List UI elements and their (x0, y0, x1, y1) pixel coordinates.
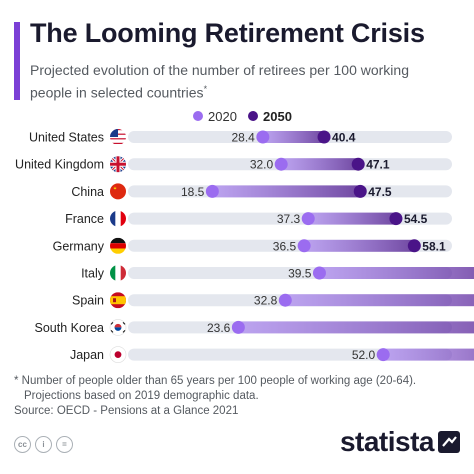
point-2020 (278, 293, 292, 307)
creative-commons-icon[interactable]: cc (14, 436, 31, 453)
title-accent-bar (14, 22, 20, 100)
germany-flag-icon (110, 237, 126, 254)
legend-marker-2020 (193, 111, 203, 121)
country-label: Germany (53, 239, 105, 253)
uk-flag-icon (110, 156, 126, 173)
value-label-2020: 18.5 (181, 185, 205, 199)
dumbbell-segment (319, 267, 474, 279)
south-korea-flag-icon (109, 319, 127, 336)
subtitle-text: Projected evolution of the number of ret… (30, 62, 409, 101)
subtitle-footnote-mark: * (203, 84, 208, 94)
france-flag-icon (110, 210, 126, 227)
us-flag-icon (110, 129, 126, 145)
dumbbell-segment (285, 294, 474, 307)
point-2050 (317, 130, 331, 144)
value-label-2050: 47.1 (366, 158, 390, 172)
country-label: Japan (70, 348, 104, 362)
point-2020 (231, 320, 245, 334)
point-2020 (312, 266, 326, 280)
dumbbell-segment (238, 321, 474, 334)
dumbbell-segment (262, 131, 325, 143)
point-2050 (389, 212, 403, 226)
point-2020 (205, 184, 219, 198)
country-label: Spain (72, 294, 104, 308)
footnote-definition: * Number of people older than 65 years p… (14, 375, 417, 387)
japan-flag-icon (109, 346, 127, 363)
statista-logo-icon (438, 431, 460, 453)
value-label-2020: 52.0 (352, 348, 376, 362)
value-label-2020: 32.0 (250, 158, 274, 172)
value-label-2020: 28.4 (231, 131, 255, 145)
country-label: France (65, 212, 104, 226)
value-label-2050: 47.5 (368, 185, 392, 199)
license-icons: cc i = (14, 436, 73, 453)
value-label-2020: 32.8 (254, 294, 278, 308)
legend-marker-2050 (248, 111, 258, 121)
legend-label-2020: 2020 (208, 109, 237, 124)
legend-label-2050: 2050 (263, 109, 292, 124)
source-note: Source: OECD - Pensions at a Glance 2021 (14, 405, 239, 417)
dumbbell-segment (308, 212, 396, 225)
chart-subtitle: Projected evolution of the number of ret… (30, 61, 450, 103)
attribution-icon[interactable]: i (35, 436, 52, 453)
value-label-2020: 23.6 (207, 321, 231, 335)
dumbbell-segment (212, 185, 361, 198)
point-2050 (407, 239, 421, 253)
dumbbell-segment (383, 348, 474, 361)
dumbbell-segment (281, 158, 359, 171)
point-2020 (297, 239, 311, 253)
country-label: China (71, 185, 104, 199)
point-2050 (353, 184, 367, 198)
value-label-2050: 54.5 (404, 212, 428, 226)
chart-title: The Looming Retirement Crisis (30, 18, 425, 48)
footnote-projection-note: Projections based on 2019 demographic da… (24, 390, 259, 402)
point-2020 (274, 157, 288, 171)
value-label-2050: 40.4 (332, 131, 356, 145)
country-label: United Kingdom (15, 158, 104, 172)
spain-flag-icon (110, 292, 126, 309)
point-2050 (351, 157, 365, 171)
statista-logo-text: statista (339, 426, 435, 457)
no-derivatives-icon[interactable]: = (56, 436, 73, 453)
dumbbell-segment (304, 239, 415, 252)
china-flag-icon (110, 183, 126, 200)
italy-flag-icon (110, 265, 126, 281)
country-label: Italy (81, 267, 105, 281)
country-label: South Korea (35, 321, 105, 335)
point-2020 (376, 348, 390, 362)
value-label-2050: 58.1 (422, 239, 446, 253)
country-label: United States (29, 131, 104, 145)
point-2020 (256, 130, 270, 144)
value-label-2020: 39.5 (288, 267, 312, 281)
footnote: * Number of people older than 65 years p… (14, 374, 464, 419)
row-track (128, 348, 452, 361)
statista-logo[interactable]: statista (340, 426, 460, 458)
value-label-2020: 36.5 (273, 239, 297, 253)
value-label-2020: 37.3 (277, 212, 301, 226)
point-2020 (301, 212, 315, 226)
